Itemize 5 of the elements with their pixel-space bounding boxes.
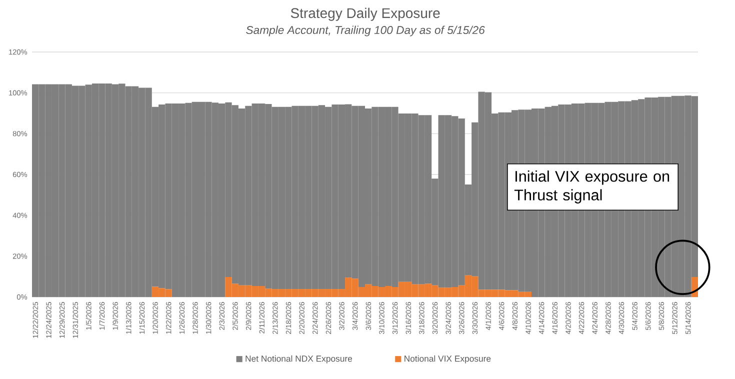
- legend-label: Notional VIX Exposure: [404, 355, 491, 364]
- annotation: Initial VIX exposure on Thrust signal: [514, 170, 670, 204]
- legend-label: Net Notional NDX Exposure: [246, 355, 352, 364]
- chart-subtitle: Sample Account, Trailing 100 Day as of 5/15/26: [246, 26, 485, 36]
- chart-title: Strategy Daily Exposure: [290, 8, 440, 21]
